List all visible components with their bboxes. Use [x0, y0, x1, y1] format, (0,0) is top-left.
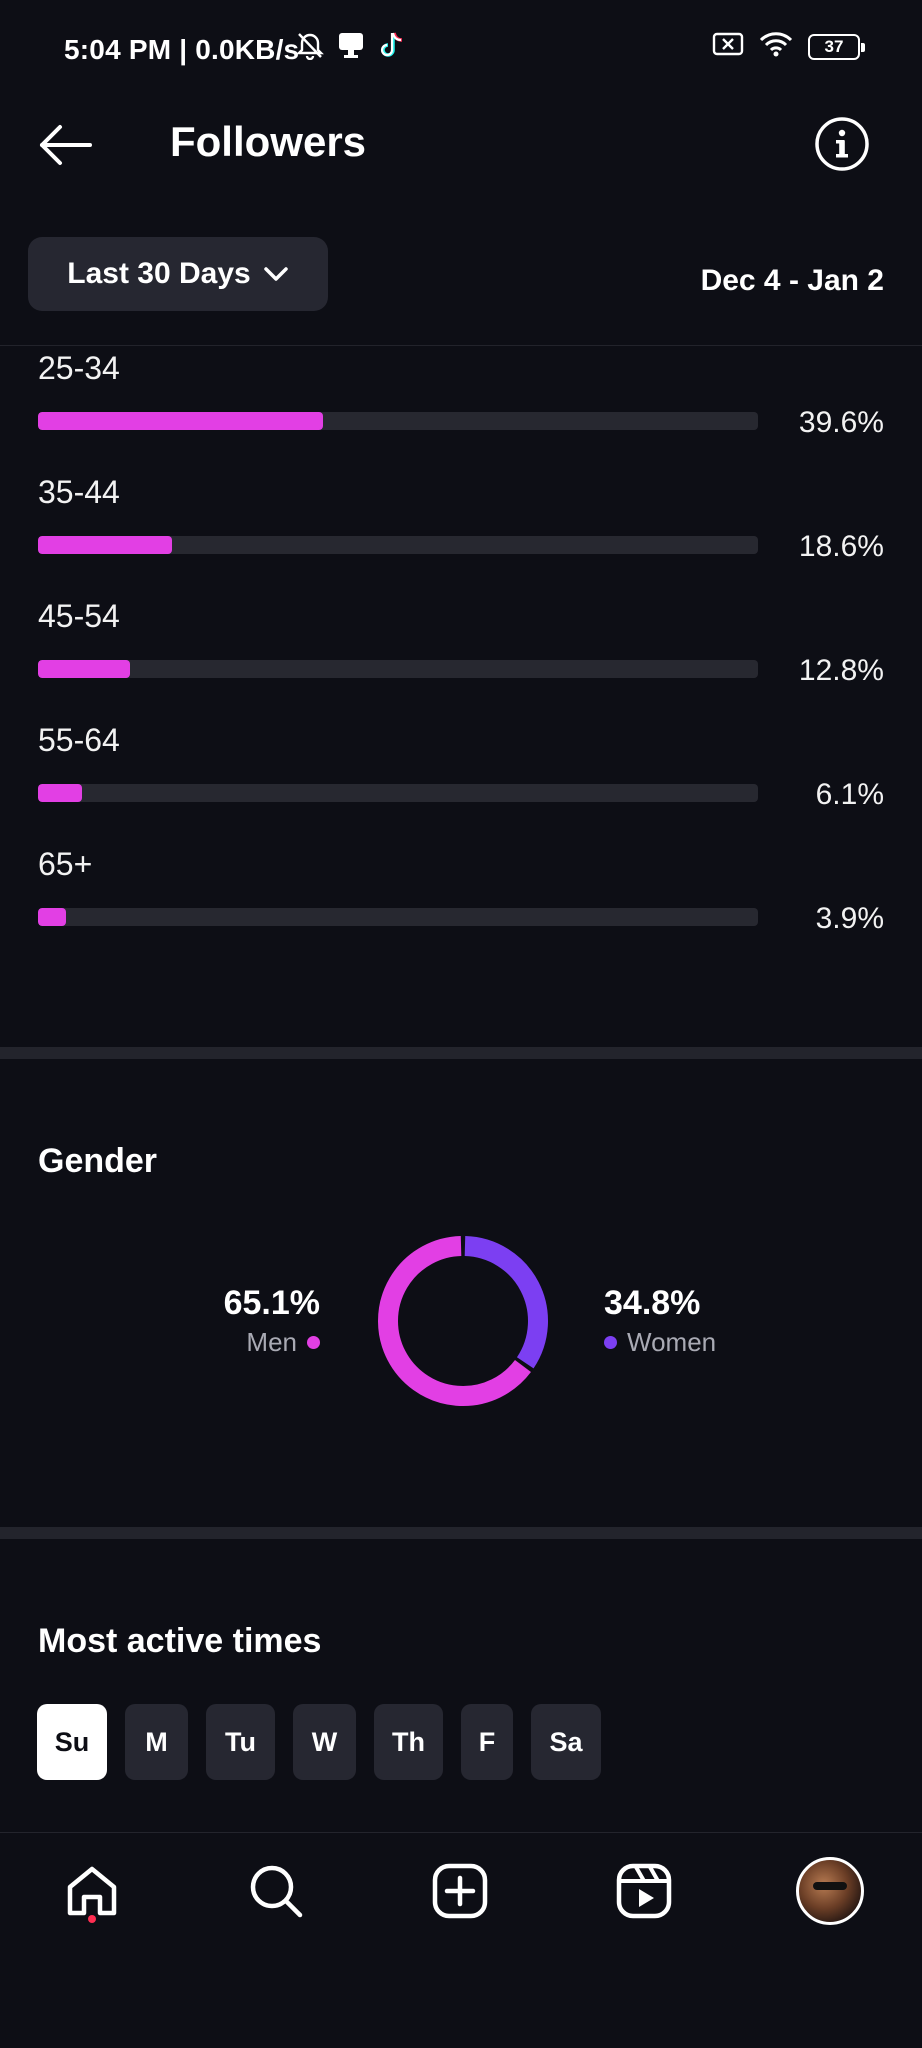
header: Followers	[0, 100, 922, 190]
most-active-times-title: Most active times	[38, 1622, 322, 1660]
status-notification-icons	[296, 30, 406, 65]
divider	[0, 1832, 922, 1833]
age-bar-fill	[38, 412, 324, 430]
age-percent: 18.6%	[798, 530, 884, 563]
age-bar-fill	[38, 660, 131, 678]
section-divider	[0, 1047, 922, 1059]
info-icon	[815, 117, 869, 171]
create-icon	[432, 1863, 488, 1919]
age-row: 25-34 39.6%	[0, 350, 922, 470]
men-label: Men	[246, 1327, 297, 1357]
divider	[0, 345, 922, 346]
status-bar: 5:04 PM | 0.0KB/s 37	[0, 0, 922, 100]
day-tab-sa[interactable]: Sa	[531, 1704, 601, 1780]
age-bar-track	[38, 784, 758, 802]
age-percent: 12.8%	[798, 654, 884, 687]
day-tab-w[interactable]: W	[293, 1704, 356, 1780]
section-divider	[0, 1527, 922, 1539]
women-percent: 34.8%	[604, 1284, 701, 1322]
sim-error-icon	[712, 31, 744, 62]
age-label: 45-54	[38, 598, 120, 634]
day-tab-th[interactable]: Th	[374, 1704, 443, 1780]
age-label: 65+	[38, 846, 93, 882]
profile-avatar	[796, 1857, 864, 1925]
donut-segment-women	[464, 1236, 548, 1369]
notification-app-icon	[336, 30, 366, 65]
age-row: 35-44 18.6%	[0, 474, 922, 594]
gender-donut-chart	[378, 1236, 548, 1406]
age-percent: 6.1%	[815, 778, 884, 811]
age-percent: 3.9%	[815, 902, 884, 935]
search-icon	[250, 1865, 303, 1918]
men-legend-dot	[307, 1336, 320, 1349]
nav-reels[interactable]	[604, 1851, 684, 1931]
arrow-left-icon	[40, 125, 92, 165]
day-tab-m[interactable]: M	[125, 1704, 188, 1780]
gender-section-title: Gender	[38, 1142, 158, 1180]
donut-segment-men	[378, 1236, 531, 1406]
age-bar-track	[38, 412, 758, 430]
chevron-down-icon	[263, 267, 288, 281]
age-row: 55-64 6.1%	[0, 722, 922, 842]
age-percent: 39.6%	[798, 406, 884, 439]
day-tab-f[interactable]: F	[461, 1704, 513, 1780]
date-range-dropdown[interactable]: Last 30 Days	[28, 237, 328, 311]
age-bar-fill	[38, 908, 67, 926]
date-range-text: Dec 4 - Jan 2	[700, 264, 884, 297]
nav-create[interactable]	[420, 1851, 500, 1931]
info-button[interactable]	[814, 116, 870, 172]
age-bar-track	[38, 908, 758, 926]
age-label: 55-64	[38, 722, 120, 758]
gender-men-stat: 65.1% Men	[224, 1284, 320, 1358]
nav-home[interactable]	[52, 1851, 132, 1931]
age-bar-fill	[38, 784, 82, 802]
nav-search[interactable]	[236, 1851, 316, 1931]
women-label: Women	[627, 1327, 717, 1357]
status-system-icons: 37	[712, 30, 865, 63]
date-range-dropdown-label: Last 30 Days	[67, 257, 251, 290]
age-label: 25-34	[38, 350, 120, 386]
day-tab-su[interactable]: Su	[37, 1704, 107, 1780]
notification-dot	[88, 1915, 96, 1923]
age-row: 65+ 3.9%	[0, 846, 922, 966]
women-legend-dot	[604, 1336, 617, 1349]
age-bar-track	[38, 536, 758, 554]
tiktok-icon	[378, 30, 406, 65]
age-bar-track	[38, 660, 758, 678]
page-title: Followers	[170, 118, 367, 165]
status-time: 5:04 PM | 0.0KB/s	[64, 34, 300, 65]
bottom-nav	[0, 1833, 922, 2048]
battery-icon: 37	[808, 33, 865, 60]
day-tab-tu[interactable]: Tu	[206, 1704, 275, 1780]
age-label: 35-44	[38, 474, 120, 510]
back-button[interactable]	[36, 120, 96, 170]
bell-muted-icon	[296, 30, 324, 65]
men-percent: 65.1%	[223, 1284, 320, 1322]
reels-icon	[616, 1863, 672, 1919]
home-icon	[67, 1866, 117, 1916]
men-legend: Men	[224, 1327, 320, 1358]
age-bar-fill	[38, 536, 172, 554]
women-legend: Women	[604, 1327, 716, 1358]
nav-profile[interactable]	[790, 1851, 870, 1931]
wifi-icon	[758, 30, 794, 63]
age-row: 45-54 12.8%	[0, 598, 922, 718]
day-selector: Su M Tu W Th F Sa	[37, 1704, 601, 1780]
gender-women-stat: 34.8% Women	[604, 1284, 716, 1358]
